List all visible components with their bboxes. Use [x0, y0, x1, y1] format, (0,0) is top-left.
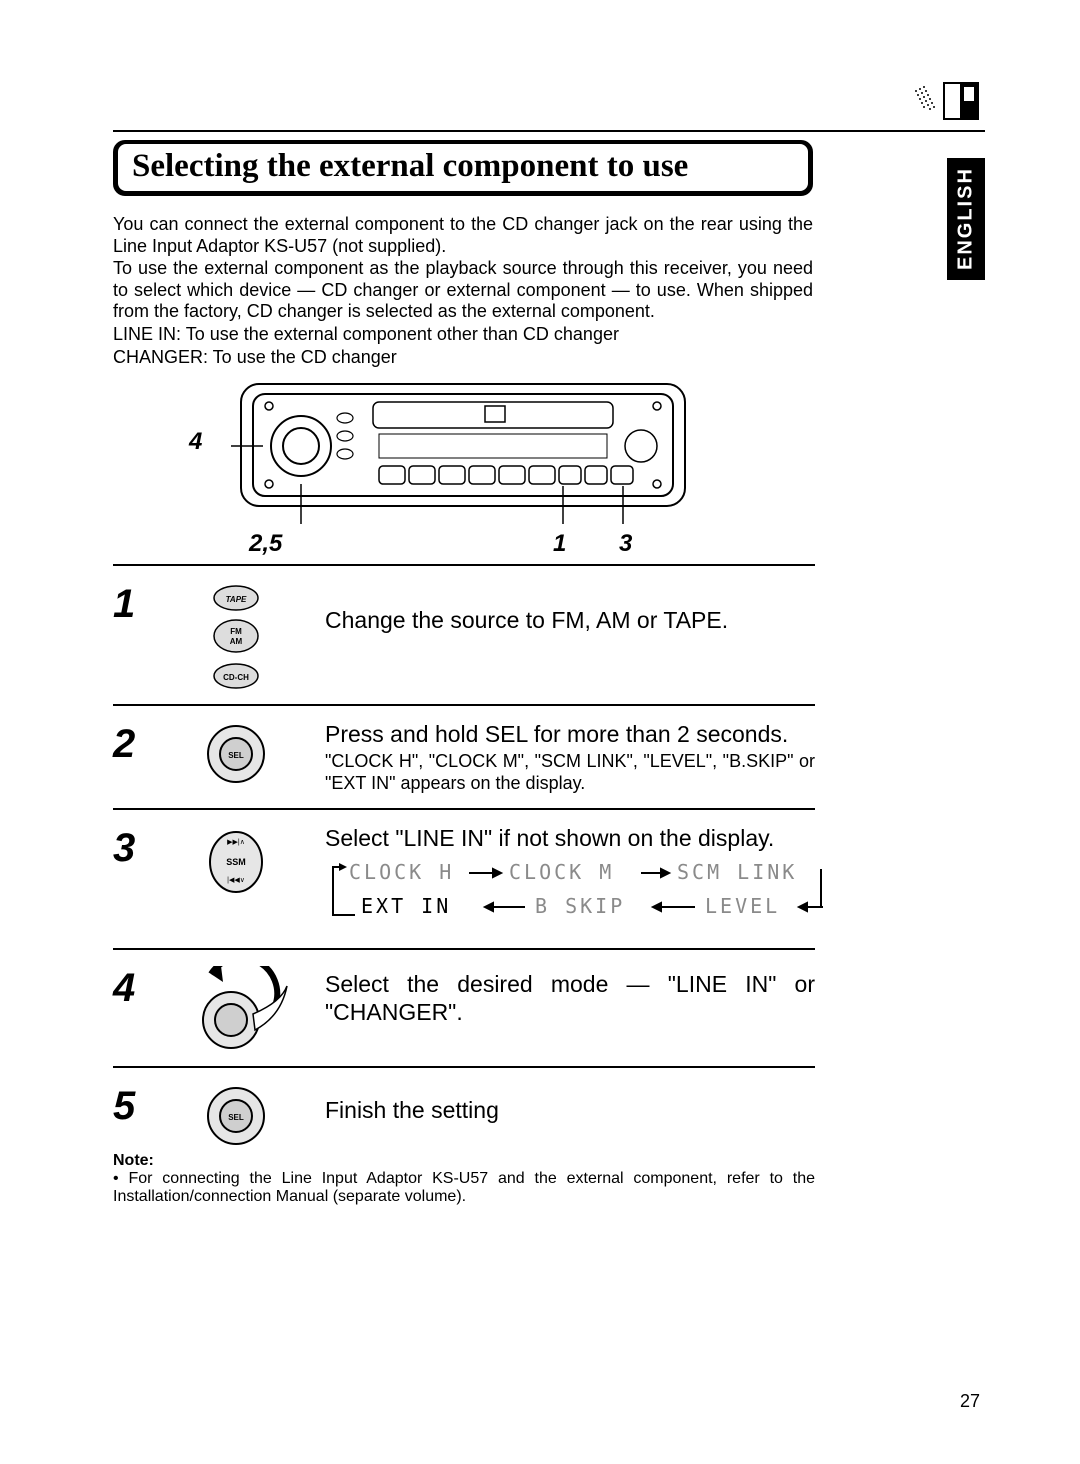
- step-num-3: 3: [113, 828, 147, 868]
- step-4-title: Select the desired mode — "LINE IN" or "…: [325, 970, 815, 1028]
- step-1: 1 TAPE FM AM CD-CH Change the source to …: [113, 574, 815, 698]
- svg-text:AM: AM: [230, 637, 243, 646]
- svg-text:SEL: SEL: [228, 751, 244, 760]
- svg-text:FM: FM: [230, 627, 242, 636]
- intro-p1: You can connect the external component t…: [113, 214, 813, 257]
- step-3-icon: ▶▶|∧ SSM |◀◀∨: [171, 826, 301, 896]
- step-1-title: Change the source to FM, AM or TAPE.: [325, 606, 815, 635]
- svg-text:LEVEL: LEVEL: [705, 894, 780, 918]
- top-rule: [113, 130, 985, 132]
- step-1-icon: TAPE FM AM CD-CH: [171, 582, 301, 690]
- receiver-diagram: 4 2,5 1 3: [113, 374, 813, 558]
- callout-4: 4: [189, 428, 202, 456]
- separator: [113, 1066, 815, 1068]
- svg-text:CLOCK H: CLOCK H: [349, 860, 454, 884]
- language-tab: ENGLISH: [947, 158, 985, 280]
- cycle-diagram: CLOCK H CLOCK M SCM LINK EXT IN B SKIP L…: [325, 857, 829, 927]
- intro-block: You can connect the external component t…: [113, 214, 813, 368]
- svg-text:B SKIP: B SKIP: [535, 894, 625, 918]
- steps-list: 1 TAPE FM AM CD-CH Change the source to …: [113, 574, 815, 1147]
- step-2-sub: "CLOCK H", "CLOCK M", "SCM LINK", "LEVEL…: [325, 751, 815, 794]
- language-label: ENGLISH: [955, 168, 978, 271]
- svg-text:▶▶|∧: ▶▶|∧: [227, 839, 245, 846]
- step-3: 3 ▶▶|∧ SSM |◀◀∨ Select "LINE IN" if not …: [113, 818, 815, 942]
- svg-text:CLOCK M: CLOCK M: [509, 860, 614, 884]
- svg-text:TAPE: TAPE: [226, 595, 247, 604]
- callout-25: 2,5: [249, 530, 282, 558]
- page-number: 27: [960, 1391, 980, 1412]
- step-num-2: 2: [113, 724, 147, 764]
- separator: [113, 948, 815, 950]
- step-2-icon: SEL: [171, 722, 301, 786]
- section-title: Selecting the external component to use: [118, 144, 808, 191]
- svg-text:SCM LINK: SCM LINK: [677, 860, 797, 884]
- step-3-title: Select "LINE IN" if not shown on the dis…: [325, 824, 829, 853]
- note-text: For connecting the Line Input Adaptor KS…: [113, 1170, 815, 1206]
- callout-1: 1: [553, 530, 566, 558]
- callout-3: 3: [619, 530, 632, 558]
- intro-p3: LINE IN: To use the external component o…: [113, 324, 813, 346]
- separator: [113, 564, 815, 566]
- step-5-title: Finish the setting: [325, 1096, 815, 1125]
- svg-text:|◀◀∨: |◀◀∨: [227, 877, 245, 884]
- diagram-callouts: 4 2,5 1 3: [223, 530, 703, 558]
- separator: [113, 704, 815, 706]
- step-5-icon: SEL: [171, 1084, 301, 1148]
- svg-text:SSM: SSM: [226, 857, 246, 867]
- step-num-1: 1: [113, 584, 147, 624]
- step-num-4: 4: [113, 968, 147, 1008]
- note-label: Note:: [113, 1152, 815, 1170]
- intro-p2: To use the external component as the pla…: [113, 258, 813, 323]
- separator: [113, 808, 815, 810]
- note-block: Note: For connecting the Line Input Adap…: [113, 1152, 815, 1206]
- intro-p4: CHANGER: To use the CD changer: [113, 347, 813, 369]
- svg-text:SEL: SEL: [228, 1113, 244, 1122]
- header-icon: [910, 82, 980, 122]
- svg-text:EXT IN: EXT IN: [361, 894, 451, 918]
- step-4-icon: [171, 966, 301, 1052]
- step-4: 4 Select the desired mode — "LINE IN" or…: [113, 958, 815, 1060]
- step-2: 2 SEL Press and hold SEL for more than 2…: [113, 714, 815, 802]
- step-num-5: 5: [113, 1086, 147, 1126]
- section-title-bar: Selecting the external component to use: [113, 140, 813, 196]
- step-5: 5 SEL Finish the setting: [113, 1076, 815, 1148]
- svg-text:CD-CH: CD-CH: [223, 673, 249, 682]
- step-2-title: Press and hold SEL for more than 2 secon…: [325, 720, 815, 749]
